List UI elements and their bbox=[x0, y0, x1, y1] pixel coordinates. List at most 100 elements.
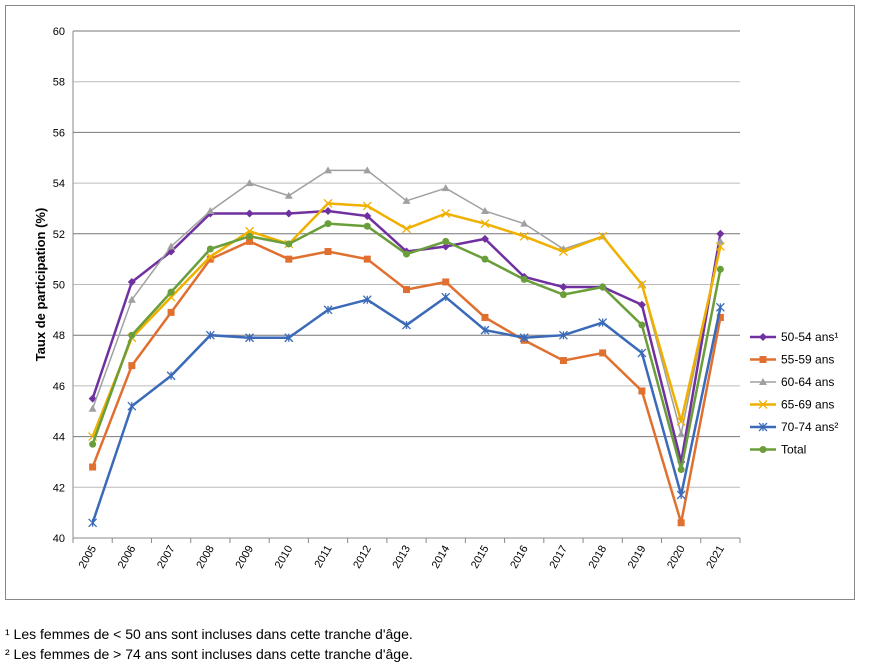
x-tick-label: 2007 bbox=[155, 544, 178, 571]
y-axis-label: Taux de participation (%) bbox=[33, 208, 48, 362]
x-tick-label: 2020 bbox=[665, 544, 688, 571]
data-point bbox=[441, 242, 450, 251]
x-tick-label: 2011 bbox=[312, 544, 334, 570]
data-point bbox=[284, 209, 293, 218]
legend-label: 60-64 ans bbox=[781, 375, 834, 389]
data-point bbox=[402, 320, 411, 330]
data-point bbox=[480, 325, 490, 335]
series-line-1 bbox=[91, 240, 722, 524]
chart-frame bbox=[5, 5, 855, 600]
y-tick-label: 60 bbox=[53, 26, 65, 38]
data-point bbox=[599, 283, 607, 291]
data-point bbox=[599, 349, 607, 357]
legend-label: 50-54 ans¹ bbox=[781, 330, 838, 344]
y-tick-label: 52 bbox=[53, 229, 65, 241]
data-point bbox=[246, 237, 254, 245]
y-tick-label: 44 bbox=[53, 432, 65, 444]
data-point bbox=[402, 224, 411, 234]
series-line-4 bbox=[91, 295, 722, 524]
data-point bbox=[363, 212, 372, 221]
legend-label: Total bbox=[781, 443, 806, 457]
data-point bbox=[598, 231, 608, 241]
data-point bbox=[520, 275, 528, 283]
data-point bbox=[245, 333, 255, 343]
data-point bbox=[88, 404, 97, 412]
data-point bbox=[245, 179, 254, 187]
y-tick-label: 46 bbox=[53, 381, 65, 393]
data-point bbox=[519, 333, 529, 343]
data-point bbox=[362, 295, 372, 305]
legend-marker bbox=[759, 446, 767, 453]
data-point bbox=[558, 247, 568, 257]
data-point bbox=[558, 330, 568, 340]
data-point bbox=[677, 519, 685, 527]
data-point bbox=[480, 206, 489, 214]
data-point bbox=[285, 255, 293, 263]
series-line-5 bbox=[91, 222, 722, 470]
data-point bbox=[716, 229, 725, 238]
data-point bbox=[128, 362, 136, 370]
data-point bbox=[676, 490, 686, 500]
data-point bbox=[637, 300, 646, 309]
data-point bbox=[205, 252, 215, 262]
x-tick-label: 2013 bbox=[390, 544, 413, 571]
data-point bbox=[363, 222, 371, 230]
x-tick-label: 2014 bbox=[430, 544, 453, 571]
data-point bbox=[324, 206, 333, 215]
data-point bbox=[363, 166, 372, 174]
footnote-2: ² Les femmes de > 74 ans sont incluses d… bbox=[5, 646, 413, 662]
data-point bbox=[127, 295, 136, 303]
data-point bbox=[402, 196, 411, 204]
series-line-2 bbox=[91, 169, 722, 435]
legend-marker bbox=[758, 422, 768, 432]
legend-marker bbox=[759, 378, 767, 385]
data-point bbox=[481, 313, 489, 321]
data-point bbox=[442, 237, 450, 245]
data-point bbox=[205, 330, 215, 340]
data-point bbox=[637, 280, 647, 289]
data-point bbox=[442, 278, 450, 286]
data-point bbox=[638, 387, 646, 395]
data-point bbox=[88, 394, 97, 403]
data-point bbox=[480, 234, 489, 243]
data-point bbox=[245, 226, 255, 236]
x-tick-label: 2015 bbox=[469, 544, 492, 571]
data-point bbox=[89, 463, 97, 471]
legend-marker bbox=[759, 333, 767, 341]
data-point bbox=[559, 291, 567, 299]
y-tick-label: 54 bbox=[53, 178, 65, 190]
x-tick-label: 2021 bbox=[704, 544, 727, 571]
data-point bbox=[441, 292, 451, 302]
data-point bbox=[637, 348, 647, 358]
data-point bbox=[715, 242, 725, 251]
data-point bbox=[323, 305, 333, 315]
x-tick-label: 2009 bbox=[234, 544, 257, 571]
legend-marker bbox=[759, 356, 767, 363]
data-point bbox=[246, 232, 254, 240]
data-point bbox=[206, 206, 215, 214]
data-point bbox=[480, 219, 490, 229]
legend-label: 70-74 ans² bbox=[781, 420, 838, 434]
data-point bbox=[285, 240, 293, 248]
data-point bbox=[167, 242, 176, 250]
data-point bbox=[206, 245, 214, 253]
data-point bbox=[716, 265, 724, 273]
data-point bbox=[520, 219, 529, 227]
data-point bbox=[363, 255, 371, 263]
x-tick-label: 2005 bbox=[77, 544, 100, 571]
x-tick-label: 2006 bbox=[116, 544, 139, 571]
data-point bbox=[559, 357, 567, 365]
y-tick-label: 42 bbox=[53, 482, 65, 494]
y-tick-label: 58 bbox=[53, 77, 65, 89]
y-tick-label: 40 bbox=[53, 533, 65, 545]
data-point bbox=[403, 250, 410, 258]
data-point bbox=[88, 518, 98, 528]
data-point bbox=[638, 321, 646, 329]
data-point bbox=[403, 286, 410, 294]
data-point bbox=[677, 466, 685, 474]
x-tick-label: 2018 bbox=[587, 544, 610, 571]
data-point bbox=[715, 302, 725, 312]
data-point bbox=[206, 255, 214, 263]
data-point bbox=[716, 237, 725, 245]
data-point bbox=[127, 277, 136, 286]
